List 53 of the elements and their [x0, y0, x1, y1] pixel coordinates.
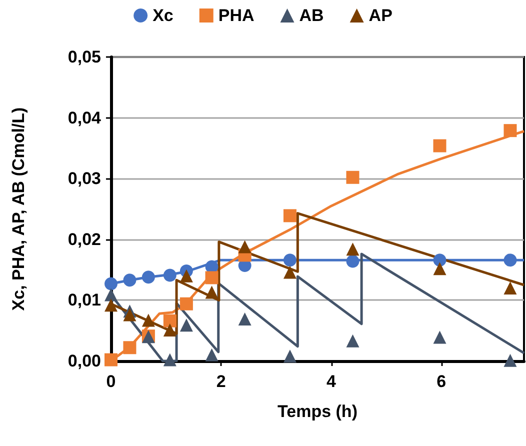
point — [346, 170, 360, 184]
y-tick-label: 0,02 — [68, 230, 101, 249]
point — [123, 274, 136, 287]
point — [104, 277, 118, 290]
point — [433, 139, 446, 152]
point — [433, 330, 446, 344]
point — [346, 254, 360, 268]
point — [163, 353, 176, 366]
legend-label: PHA — [218, 6, 254, 25]
point — [123, 308, 136, 322]
point — [123, 341, 136, 354]
point — [283, 209, 296, 222]
x-tick-label: 2 — [216, 372, 226, 391]
x-tick-label: 0 — [106, 372, 116, 391]
point — [163, 314, 176, 328]
x-tick-label: 6 — [436, 372, 446, 391]
legend-label: AP — [368, 6, 392, 25]
point — [104, 353, 118, 366]
y-tick-label: 0,01 — [68, 290, 101, 310]
point — [433, 254, 446, 267]
y-tick-label: 0,04 — [68, 108, 102, 128]
y-tick-label: 0,03 — [68, 169, 101, 188]
y-tick-label: 0,05 — [68, 48, 101, 66]
point — [180, 269, 193, 282]
point — [238, 312, 252, 326]
point — [433, 262, 446, 276]
point — [142, 314, 155, 327]
point — [104, 288, 118, 302]
point — [163, 323, 176, 336]
point — [205, 271, 218, 284]
point — [238, 240, 252, 254]
point — [205, 286, 218, 299]
point — [346, 334, 360, 348]
point — [283, 266, 296, 279]
point — [283, 350, 296, 363]
point — [142, 270, 155, 284]
y-axis-title: Xc, PHA, AP, AB (Cmol/L) — [9, 107, 28, 311]
x-axis-title: Temps (h) — [278, 402, 358, 421]
x-tick-label: 4 — [326, 372, 337, 391]
point — [180, 318, 193, 332]
point — [205, 348, 218, 362]
legend-label: Xc — [152, 6, 174, 25]
point — [504, 282, 517, 295]
point — [504, 254, 517, 267]
legend-label: AB — [299, 6, 324, 25]
y-tick-label: 0,00 — [68, 352, 101, 370]
point — [163, 268, 176, 282]
point — [504, 354, 517, 367]
point — [180, 297, 193, 310]
point — [104, 298, 118, 312]
point — [346, 242, 360, 256]
point — [283, 254, 296, 267]
point — [504, 124, 517, 138]
